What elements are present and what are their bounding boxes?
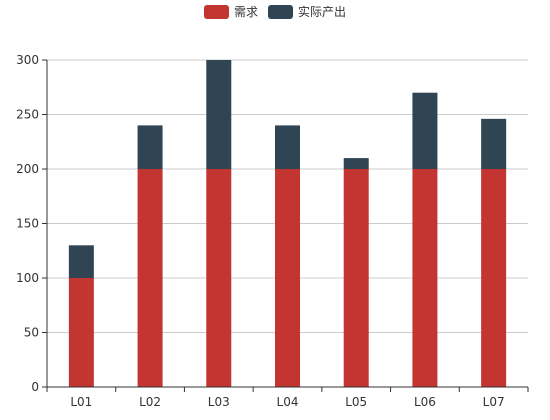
axes: 0 50 100 150 200 250 300 L01 L02 L03 L04 L05 L06 L07	[16, 53, 529, 409]
bar-actual-output-l01[interactable]	[68, 245, 94, 278]
y-tick-label: 0	[31, 380, 39, 394]
bar-actual-output-l05[interactable]	[343, 158, 369, 169]
legend-item-actual-output[interactable]: 实际产出	[268, 4, 346, 19]
bar-actual-output-l06[interactable]	[412, 92, 438, 169]
bar-demand-l07[interactable]	[481, 169, 507, 387]
legend-swatch	[204, 5, 229, 19]
bars	[68, 60, 507, 387]
bar-demand-l05[interactable]	[343, 169, 369, 387]
bar-demand-l01[interactable]	[68, 278, 94, 387]
legend-swatch	[268, 5, 293, 19]
bar-actual-output-l04[interactable]	[275, 125, 300, 169]
y-tick-label: 250	[16, 108, 39, 122]
bar-demand-l02[interactable]	[137, 169, 163, 387]
x-tick-label: L04	[277, 395, 299, 409]
legend-label: 实际产出	[298, 4, 346, 19]
y-tick-label: 300	[16, 53, 39, 67]
legend-item-demand[interactable]: 需求	[204, 5, 258, 19]
bar-demand-l03[interactable]	[206, 169, 232, 387]
legend: 需求 实际产出	[204, 4, 346, 19]
y-tick-label: 200	[16, 162, 39, 176]
x-tick-label: L03	[208, 395, 230, 409]
x-tick-label: L07	[483, 395, 505, 409]
y-tick-label: 50	[24, 326, 39, 340]
x-tick-label: L06	[414, 395, 436, 409]
y-tick-label: 150	[16, 217, 39, 231]
x-tick-label: L05	[345, 395, 367, 409]
x-tick-label: L01	[70, 395, 92, 409]
bar-actual-output-l02[interactable]	[137, 125, 163, 169]
bar-demand-l06[interactable]	[412, 169, 438, 387]
y-tick-label: 100	[16, 271, 39, 285]
legend-label: 需求	[234, 5, 258, 19]
x-tick-label: L02	[139, 395, 161, 409]
bar-demand-l04[interactable]	[275, 169, 300, 387]
bar-actual-output-l07[interactable]	[481, 118, 507, 169]
bar-actual-output-l03[interactable]	[206, 60, 232, 169]
